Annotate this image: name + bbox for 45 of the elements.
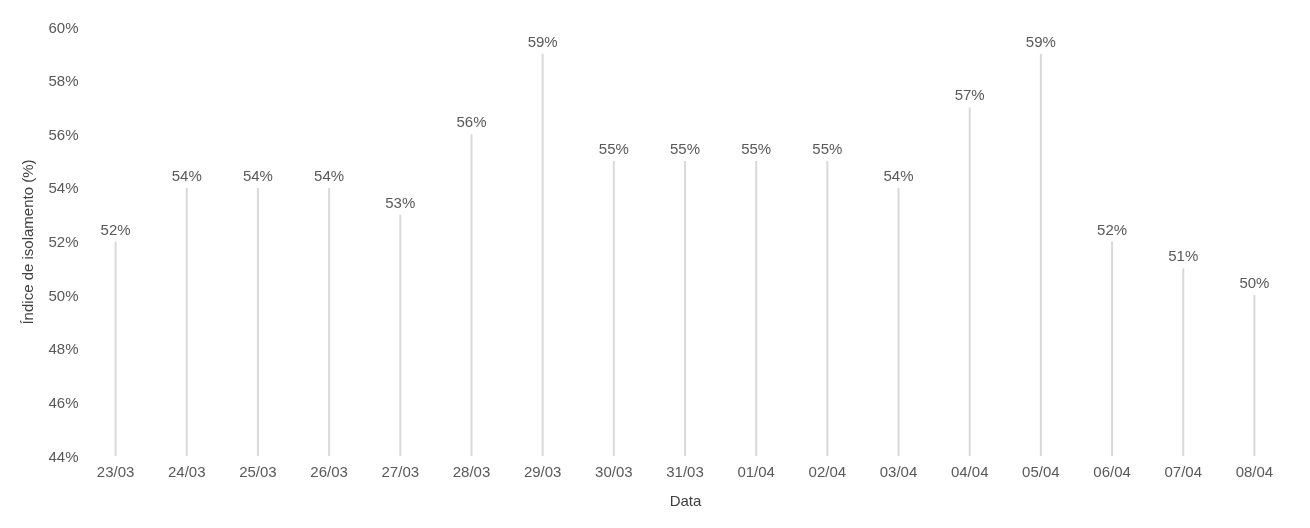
data-label: 50% — [1239, 274, 1270, 292]
data-label: 59% — [527, 32, 558, 50]
x-tick-label: 23/03 — [96, 462, 135, 480]
data-label: 59% — [1025, 32, 1056, 50]
x-tick-label: 03/04 — [879, 462, 918, 480]
data-label: 55% — [669, 140, 701, 158]
data-label: 54% — [314, 166, 345, 184]
data-label: 54% — [883, 166, 914, 184]
y-tick-label: 44% — [48, 447, 79, 465]
data-label: 55% — [741, 140, 772, 158]
x-tick-label: 08/04 — [1235, 462, 1274, 480]
data-label: 54% — [242, 166, 273, 184]
y-tick-label: 46% — [48, 393, 79, 411]
y-tick-label: 54% — [48, 179, 79, 197]
x-tick-label: 02/04 — [808, 462, 847, 480]
data-label: 51% — [1168, 247, 1199, 265]
y-tick-label: 50% — [48, 286, 79, 304]
y-tick-label: 60% — [48, 18, 79, 36]
x-tick-label: 04/04 — [950, 462, 989, 480]
x-tick-label: 29/03 — [523, 462, 562, 480]
x-tick-label: 25/03 — [239, 462, 277, 480]
data-label: 57% — [954, 86, 985, 104]
data-label: 53% — [385, 193, 416, 211]
x-tick-label: 07/04 — [1164, 462, 1203, 480]
x-tick-label: 31/03 — [666, 462, 704, 480]
x-tick-label: 26/03 — [310, 462, 348, 480]
x-tick-label: 05/04 — [1022, 462, 1060, 480]
y-tick-label: 56% — [48, 125, 79, 143]
x-tick-label: 24/03 — [167, 462, 206, 480]
y-tick-label: 52% — [48, 233, 79, 250]
y-axis-title: Índice de isolamento (%) — [19, 159, 37, 325]
data-label: 52% — [100, 220, 131, 238]
x-tick-label: 28/03 — [452, 462, 491, 480]
y-tick-label: 58% — [48, 72, 79, 90]
x-tick-label: 30/03 — [595, 462, 633, 480]
data-label: 55% — [598, 140, 629, 158]
data-label: 52% — [1097, 220, 1128, 238]
data-label: 54% — [171, 166, 202, 184]
data-label: 56% — [456, 113, 487, 131]
x-tick-label: 06/04 — [1093, 462, 1131, 480]
x-tick-label: 27/03 — [381, 462, 420, 480]
x-axis-title: Data — [669, 491, 702, 509]
x-tick-label: 01/04 — [737, 462, 775, 480]
y-tick-label: 48% — [48, 340, 79, 358]
data-label: 55% — [812, 140, 843, 158]
